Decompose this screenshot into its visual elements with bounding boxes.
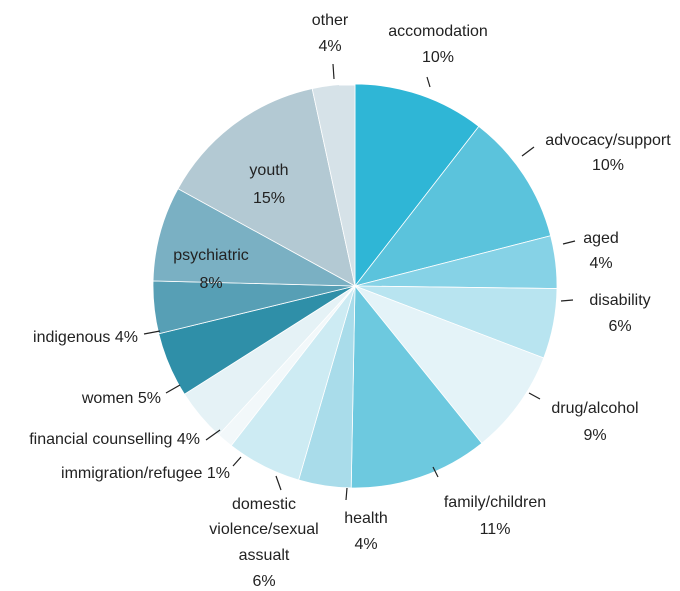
pie-slice-psychiatric [152, 188, 356, 287]
slice-value-health: 4% [354, 536, 377, 553]
slice-label-women: women 5% [81, 390, 161, 407]
leader-line-domestic-violence [275, 475, 282, 491]
leader-line-women [165, 384, 181, 394]
slice-label-immigration: immigration/refugee 1% [61, 465, 230, 482]
slice-label-health: health [344, 510, 388, 527]
slice-label-indigenous: indigenous 4% [33, 329, 138, 346]
slice-label-advocacy-support: advocacy/support [545, 132, 671, 149]
slice-label-domestic-line1: domestic [232, 496, 296, 513]
pie-slice-family-children [350, 284, 483, 489]
leader-line-health [345, 487, 348, 501]
slice-value-psychiatric: 8% [199, 275, 222, 292]
leader-line-disability [560, 299, 574, 302]
slice-value-disability: 6% [608, 318, 631, 335]
leader-line-financial [205, 429, 221, 441]
slice-value-accomodation: 10% [422, 49, 454, 66]
slice-value-domestic: 6% [252, 573, 275, 590]
slice-label-domestic-line3: assualt [239, 547, 290, 564]
pie-slice-drug-alcohol [353, 285, 545, 444]
slice-label-disability: disability [589, 292, 650, 309]
leader-line-advocacy-support [521, 146, 535, 157]
leader-line-immigration [232, 456, 242, 467]
pie-slice-youth [177, 88, 356, 287]
slice-value-youth: 15% [253, 190, 285, 207]
leader-line-indigenous [143, 330, 161, 335]
slice-value-family-children: 11% [480, 521, 511, 538]
leader-line-family-children [432, 466, 439, 478]
slice-label-domestic-line2: violence/sexual [209, 521, 318, 538]
slice-label-youth: youth [249, 162, 288, 179]
slice-value-aged: 4% [589, 255, 612, 272]
slice-label-aged: aged [583, 230, 619, 247]
slice-value-advocacy-support: 10% [592, 157, 624, 174]
slice-label-financial: financial counselling 4% [29, 431, 200, 448]
pie-slice-advocacy-support [353, 125, 552, 287]
slice-label-other: other [312, 12, 349, 29]
slice-label-accomodation: accomodation [388, 23, 488, 40]
pie-slices [152, 83, 558, 489]
leader-line-drug-alcohol [528, 392, 541, 400]
slice-value-other: 4% [318, 38, 341, 55]
pie-slice-accomodation [354, 83, 480, 288]
slice-value-drug-alcohol: 9% [583, 427, 606, 444]
slice-label-drug-alcohol: drug/alcohol [551, 400, 638, 417]
slice-label-family-children: family/children [444, 494, 546, 511]
slice-label-psychiatric: psychiatric [173, 247, 249, 264]
leader-line-accomodation [426, 76, 431, 88]
leader-line-other [332, 63, 335, 80]
leader-line-aged [562, 240, 576, 245]
